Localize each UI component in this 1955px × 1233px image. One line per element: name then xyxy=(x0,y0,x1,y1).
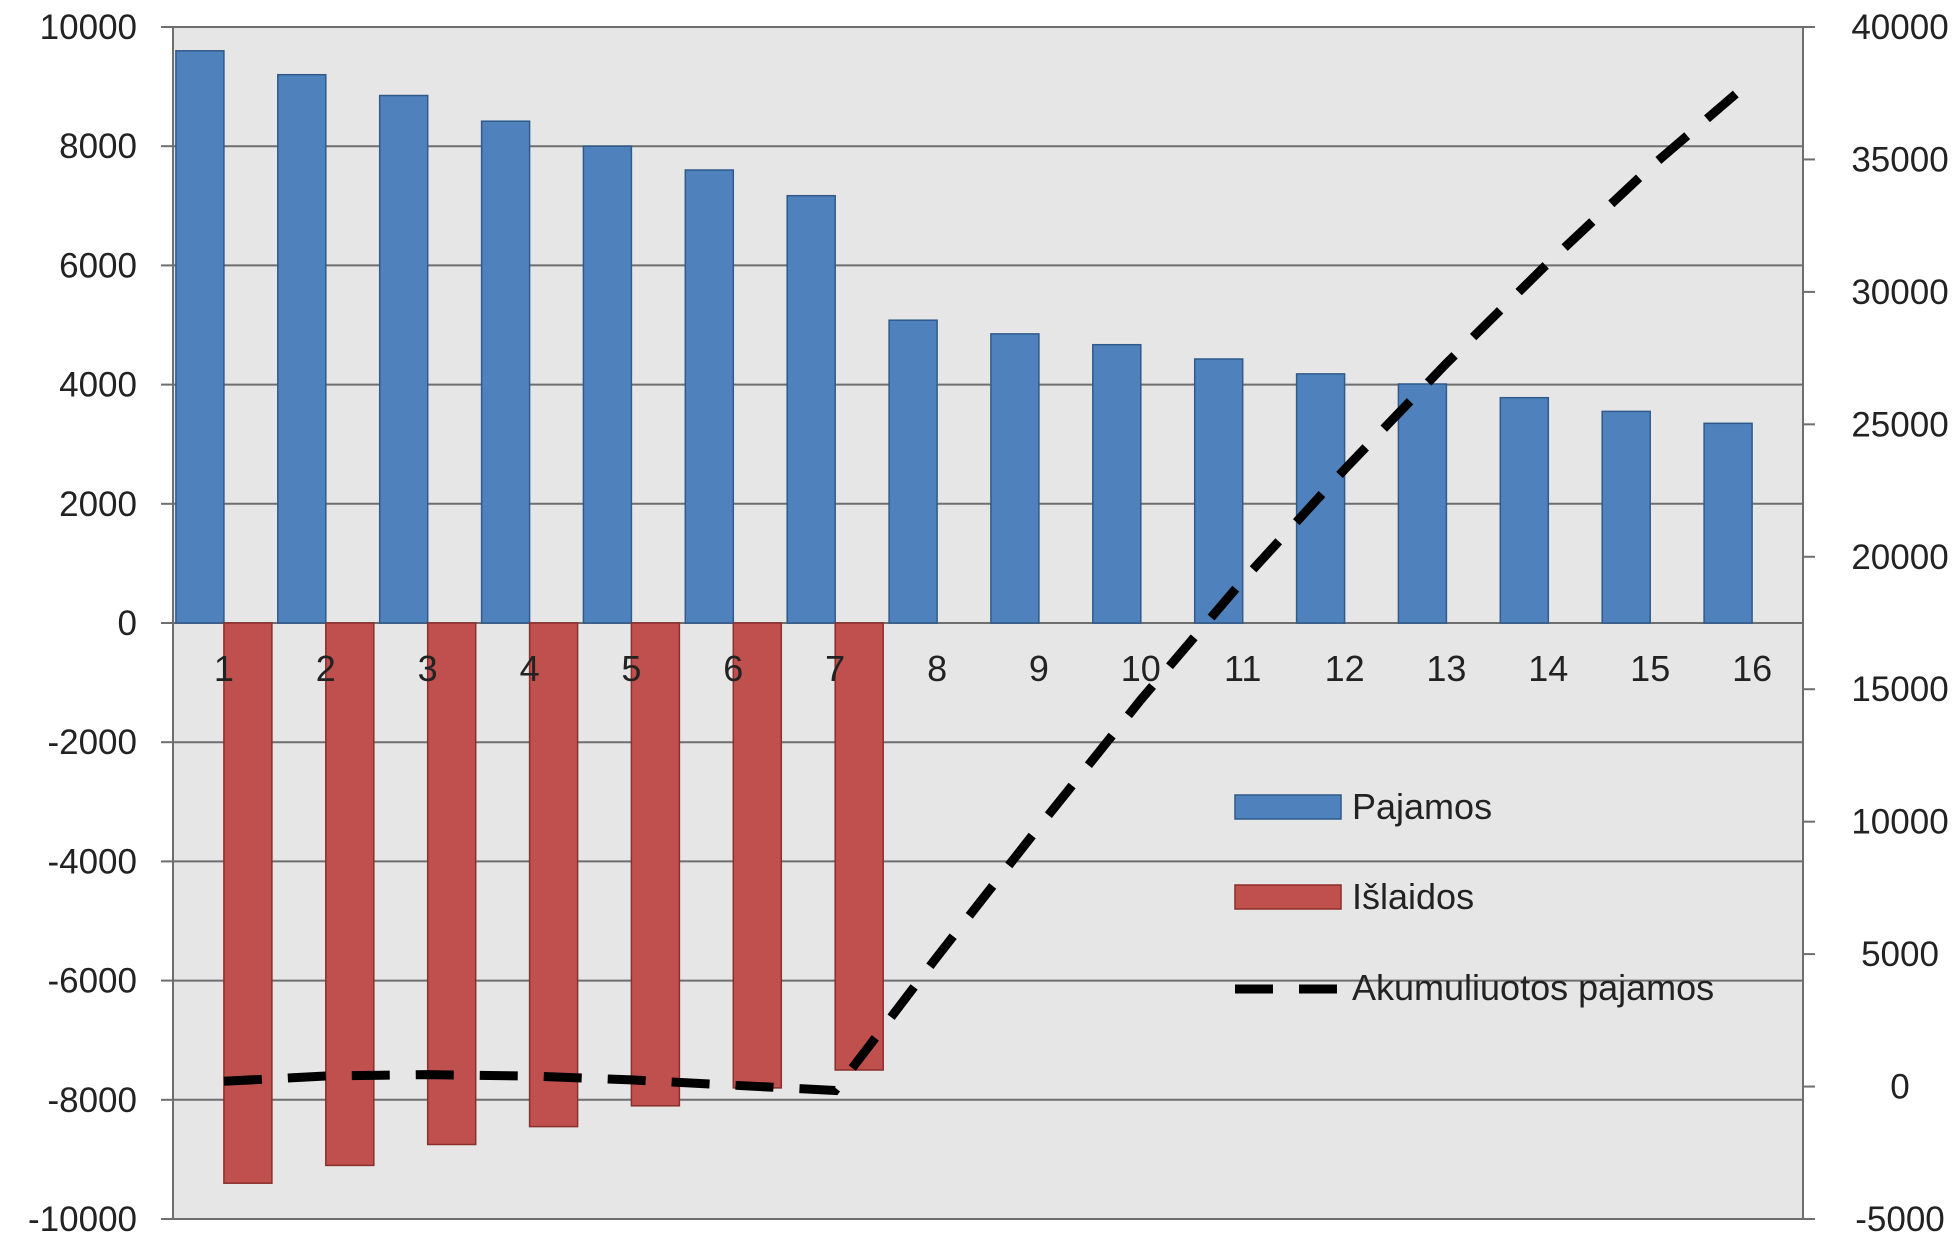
x-tick-label: 9 xyxy=(1029,648,1049,689)
left-tick-label: -8000 xyxy=(47,1081,137,1120)
bar-pajamos-8 xyxy=(888,319,938,624)
category-labels: 1 2 3 4 5 6 7 8 9 10 11 12 13 14 15 16 xyxy=(214,648,1772,689)
left-tick-label: 10000 xyxy=(40,8,137,47)
legend: Pajamos Išlaidos Akumuliuotos pajamos xyxy=(1234,786,1714,1008)
bar-islaidos-7 xyxy=(834,622,884,1071)
bar-pajamos-1 xyxy=(175,50,225,624)
left-tick-label: 2000 xyxy=(59,485,137,524)
bar-pajamos-11 xyxy=(1193,358,1244,624)
right-tick-label: 5000 xyxy=(1861,935,1939,974)
bar-islaidos-6 xyxy=(732,622,783,1089)
left-tick-label: -2000 xyxy=(47,723,137,762)
x-tick-label: 2 xyxy=(316,648,336,689)
right-tick-label: 15000 xyxy=(1851,670,1948,709)
x-tick-label: 7 xyxy=(825,648,845,689)
bar-pajamos-13 xyxy=(1397,383,1448,624)
left-tick-label: -6000 xyxy=(47,962,137,1001)
bar-pajamos-9 xyxy=(990,333,1040,624)
bar-pajamos-10 xyxy=(1092,343,1142,624)
series-bars-expense xyxy=(223,622,884,1184)
bar-pajamos-14 xyxy=(1499,396,1550,624)
right-tick-label: 40000 xyxy=(1851,8,1948,47)
x-tick-label: 10 xyxy=(1121,648,1161,689)
right-tick-label: -5000 xyxy=(1855,1200,1945,1233)
bar-pajamos-6 xyxy=(684,169,735,624)
x-tick-label: 14 xyxy=(1528,648,1568,689)
left-tick-label: -10000 xyxy=(28,1200,137,1233)
x-tick-label: 13 xyxy=(1426,648,1466,689)
left-tick-label: 8000 xyxy=(59,127,137,166)
bar-pajamos-7 xyxy=(786,194,836,624)
x-tick-label: 11 xyxy=(1224,648,1261,689)
x-tick-label: 3 xyxy=(418,648,438,689)
x-tick-label: 15 xyxy=(1630,648,1670,689)
left-tick-label: -4000 xyxy=(47,842,137,881)
right-tick-label: 35000 xyxy=(1851,140,1948,179)
bar-islaidos-3 xyxy=(426,622,477,1146)
right-tick-label: 30000 xyxy=(1851,273,1948,312)
right-tick-label: 25000 xyxy=(1851,405,1948,444)
bar-pajamos-4 xyxy=(480,120,531,624)
right-tick-label: 10000 xyxy=(1851,803,1948,842)
legend-label-akumuliuotos: Akumuliuotos pajamos xyxy=(1352,967,1714,1008)
series-line-cumulative xyxy=(223,76,1756,1096)
x-tick-label: 1 xyxy=(214,648,234,689)
legend-swatch-pajamos xyxy=(1234,794,1342,820)
left-tick-label: 0 xyxy=(118,604,137,643)
x-tick-label: 12 xyxy=(1325,648,1365,689)
bar-islaidos-2 xyxy=(325,622,375,1167)
left-tick-label: 6000 xyxy=(59,246,137,285)
bar-islaidos-5 xyxy=(630,622,681,1107)
left-tick-label: 4000 xyxy=(59,366,137,405)
legend-label-islaidos: Išlaidos xyxy=(1352,876,1474,917)
x-tick-label: 8 xyxy=(927,648,947,689)
x-tick-label: 5 xyxy=(621,648,641,689)
bar-pajamos-5 xyxy=(582,145,633,624)
bar-islaidos-1 xyxy=(223,622,273,1184)
left-axis-ticks: 10000 8000 6000 4000 2000 0 -2000 -4000 -6000 -80… xyxy=(28,8,173,1233)
right-axis-ticks: 40000 35000 30000 25000 20000 15000 10000 5000 0… xyxy=(1803,8,1949,1233)
right-tick-label: 20000 xyxy=(1851,538,1948,577)
legend-label-pajamos: Pajamos xyxy=(1352,786,1492,827)
bar-pajamos-16 xyxy=(1703,422,1753,624)
x-tick-label: 4 xyxy=(520,648,540,689)
bar-pajamos-15 xyxy=(1601,410,1651,624)
x-tick-label: 16 xyxy=(1732,648,1772,689)
bar-pajamos-2 xyxy=(277,73,327,624)
series-bars-income xyxy=(175,50,1753,624)
x-tick-label: 6 xyxy=(723,648,743,689)
bar-islaidos-4 xyxy=(528,622,579,1128)
legend-swatch-islaidos xyxy=(1234,884,1342,910)
right-tick-label: 0 xyxy=(1890,1068,1909,1107)
bar-pajamos-3 xyxy=(378,94,429,624)
